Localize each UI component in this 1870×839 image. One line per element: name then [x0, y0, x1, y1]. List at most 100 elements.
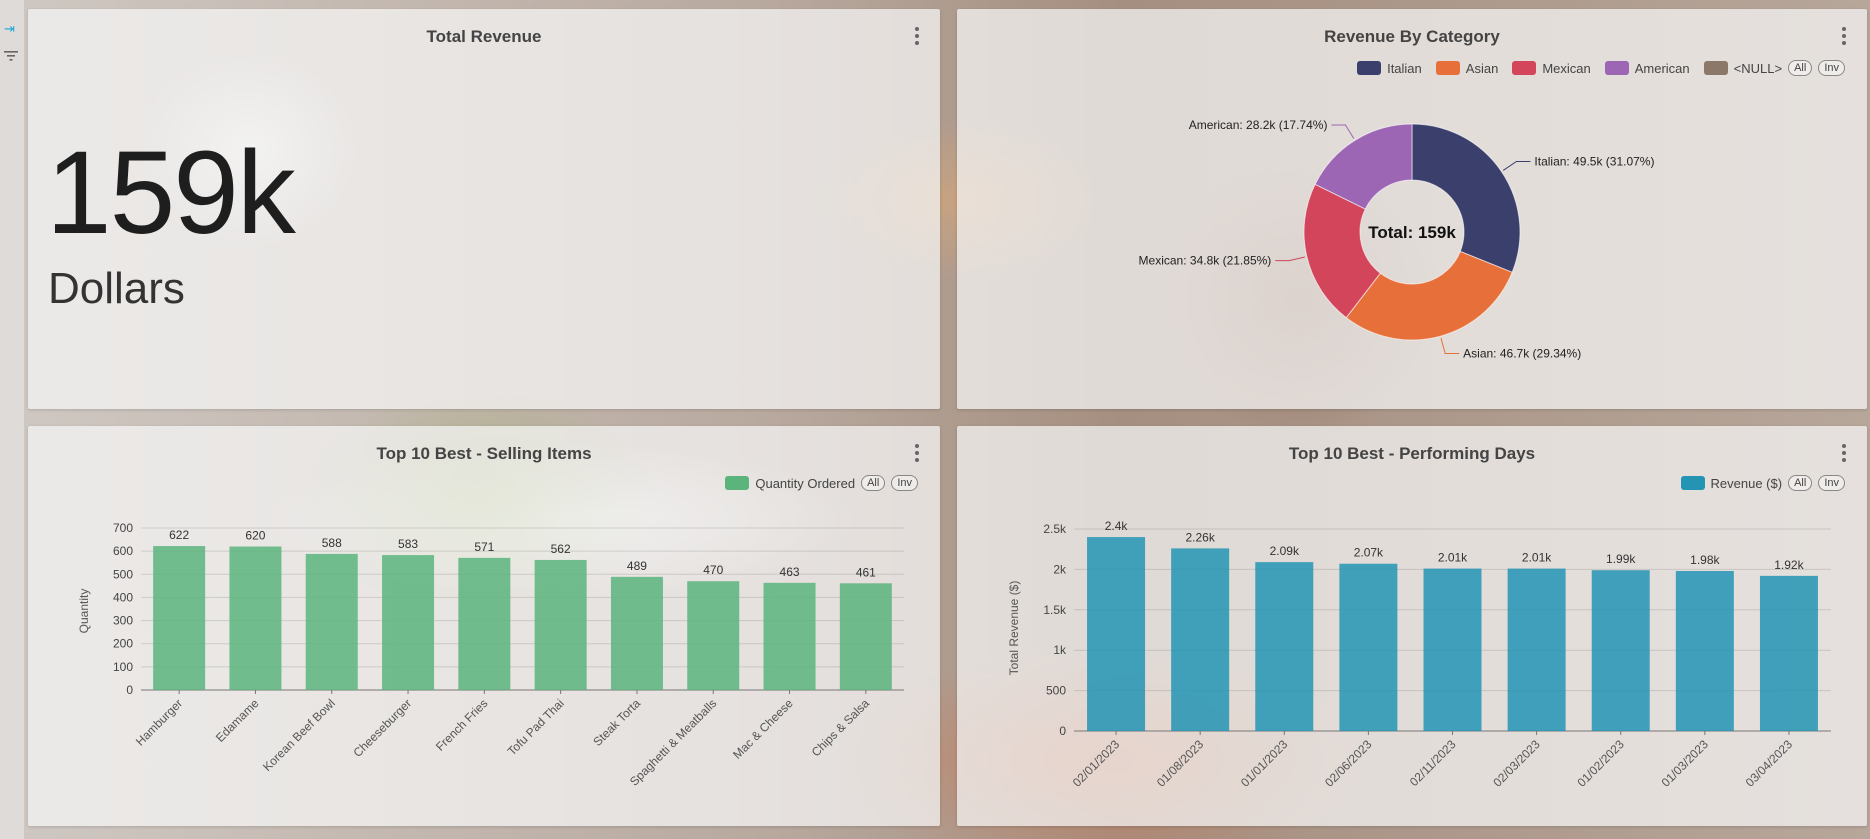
legend-label: American	[1634, 60, 1690, 76]
quantity-bar[interactable]	[382, 555, 435, 690]
revenue-bar[interactable]	[1423, 568, 1482, 731]
more-options-icon[interactable]	[1841, 27, 1847, 47]
donut-slice-american[interactable]	[1314, 123, 1413, 210]
donut-slice-italian[interactable]	[1411, 123, 1521, 273]
y-tick-label: 2.5k	[1043, 522, 1067, 536]
legend-swatch	[1435, 61, 1460, 75]
slice-label-american: American: 28.2k (17.74%)	[1189, 118, 1328, 132]
x-tick-label: Edamame	[213, 696, 262, 745]
more-options-icon[interactable]	[1841, 444, 1847, 464]
data-label: 489	[627, 559, 647, 573]
quantity-bar[interactable]	[534, 559, 587, 690]
legend-swatch	[1512, 61, 1537, 75]
data-label: 2.01k	[1438, 551, 1468, 565]
x-tick-label: 01/08/2023	[1154, 737, 1207, 790]
total-revenue-panel: Total Revenue 159k Dollars	[28, 9, 940, 409]
revenue-bar[interactable]	[1675, 571, 1734, 731]
revenue-bar[interactable]	[1087, 537, 1146, 731]
data-label: 463	[780, 565, 800, 579]
legend-all-button[interactable]: All	[861, 475, 886, 491]
y-tick-label: 700	[113, 521, 133, 535]
y-tick-label: 100	[113, 660, 133, 674]
y-tick-label: 1.5k	[1043, 603, 1067, 617]
data-label: 2.4k	[1105, 519, 1129, 533]
legend-item-revenue[interactable]: Revenue ($)	[1680, 476, 1782, 491]
revenue-bar[interactable]	[1255, 562, 1314, 731]
slice-label-asian: Asian: 46.7k (29.34%)	[1463, 347, 1581, 361]
data-label: 2.07k	[1354, 546, 1384, 560]
data-label: 620	[245, 529, 265, 543]
filter-icon[interactable]	[4, 50, 18, 65]
x-tick-label: Mac & Cheese	[730, 696, 796, 762]
donut-slice-asian[interactable]	[1345, 250, 1513, 341]
legend-item-american[interactable]: American	[1604, 60, 1690, 76]
revenue-bar[interactable]	[1339, 563, 1398, 731]
y-tick-label: 200	[113, 637, 133, 651]
x-tick-label: 01/01/2023	[1238, 737, 1291, 790]
donut-slice-mexican[interactable]	[1303, 183, 1382, 319]
legend-label: Mexican	[1542, 60, 1591, 76]
y-tick-label: 400	[113, 590, 133, 604]
days-bar-chart: Total Revenue ($) 0 500 1k 1.5k 2k 2.5k 2.4k 02…	[1007, 519, 1831, 790]
legend-all-button[interactable]: All	[1788, 60, 1813, 76]
data-label: 1.98k	[1690, 553, 1720, 567]
quantity-bar[interactable]	[687, 581, 740, 690]
revenue-bar[interactable]	[1591, 570, 1650, 731]
collapse-right-icon[interactable]: ⇥	[4, 21, 15, 36]
chart-legend: Quantity Ordered All Inv	[711, 475, 918, 491]
x-tick-label: Steak Torta	[590, 696, 643, 749]
y-tick-label: 500	[1046, 684, 1066, 698]
data-label: 588	[322, 536, 342, 550]
quantity-bar[interactable]	[458, 557, 511, 690]
legend-inverse-button[interactable]: Inv	[891, 475, 918, 491]
quantity-bar[interactable]	[610, 576, 663, 690]
quantity-bar[interactable]	[229, 546, 282, 690]
y-tick-label: 1k	[1053, 643, 1067, 657]
y-tick-label: 0	[126, 683, 133, 697]
quantity-bar[interactable]	[153, 546, 206, 690]
x-tick-label: Tofu Pad Thai	[505, 696, 567, 758]
legend-label: Asian	[1465, 60, 1499, 76]
y-tick-label: 300	[113, 614, 133, 628]
x-tick-label: 02/03/2023	[1490, 737, 1543, 790]
legend-item-asian[interactable]: Asian	[1435, 60, 1499, 76]
y-axis-title: Quantity	[77, 589, 91, 634]
chart-legend: Revenue ($) All Inv	[1667, 475, 1845, 491]
revenue-bar[interactable]	[1507, 568, 1566, 731]
more-options-icon[interactable]	[914, 444, 920, 464]
legend-item-null[interactable]: <NULL>	[1703, 61, 1782, 76]
revenue-bar[interactable]	[1759, 575, 1818, 731]
y-tick-label: 2k	[1053, 562, 1067, 576]
chart-legend: Italian Asian Mexican American <NULL> Al…	[1343, 60, 1845, 76]
legend-swatch	[1604, 61, 1629, 75]
data-label: 461	[856, 565, 876, 579]
data-label: 1.92k	[1774, 558, 1804, 572]
legend-label: Quantity Ordered	[755, 475, 856, 491]
legend-inverse-button[interactable]: Inv	[1818, 475, 1845, 491]
top-items-panel: Top 10 Best - Selling Items Quantity Ord…	[28, 426, 940, 826]
leader-line-mexican	[1275, 256, 1305, 262]
legend-inverse-button[interactable]: Inv	[1818, 60, 1845, 76]
legend-all-button[interactable]: All	[1788, 475, 1813, 491]
panel-title: Top 10 Best - Performing Days	[1288, 444, 1536, 463]
top-days-panel: Top 10 Best - Performing Days Revenue ($…	[957, 426, 1867, 826]
quantity-bar[interactable]	[305, 553, 358, 690]
x-tick-label: 03/04/2023	[1743, 737, 1796, 790]
revenue-by-category-panel: Revenue By Category Italian Asian Mexica…	[957, 9, 1867, 409]
panel-title: Total Revenue	[426, 27, 542, 46]
legend-swatch	[725, 476, 750, 490]
legend-item-italian[interactable]: Italian	[1357, 61, 1422, 76]
leader-line-asian	[1440, 337, 1460, 355]
quantity-bar[interactable]	[763, 582, 816, 690]
data-label: 2.09k	[1270, 544, 1300, 558]
quantity-bar[interactable]	[839, 583, 892, 690]
legend-item-quantity-ordered[interactable]: Quantity Ordered	[725, 476, 855, 491]
y-tick-label: 0	[1059, 724, 1066, 738]
side-rail: ⇥	[0, 0, 24, 839]
legend-item-mexican[interactable]: Mexican	[1512, 60, 1591, 76]
more-options-icon[interactable]	[914, 27, 920, 47]
revenue-bar[interactable]	[1171, 548, 1230, 731]
slice-label-italian: Italian: 49.5k (31.07%)	[1534, 154, 1654, 168]
legend-swatch	[1357, 61, 1382, 75]
x-tick-label: Chips & Salsa	[809, 696, 872, 759]
